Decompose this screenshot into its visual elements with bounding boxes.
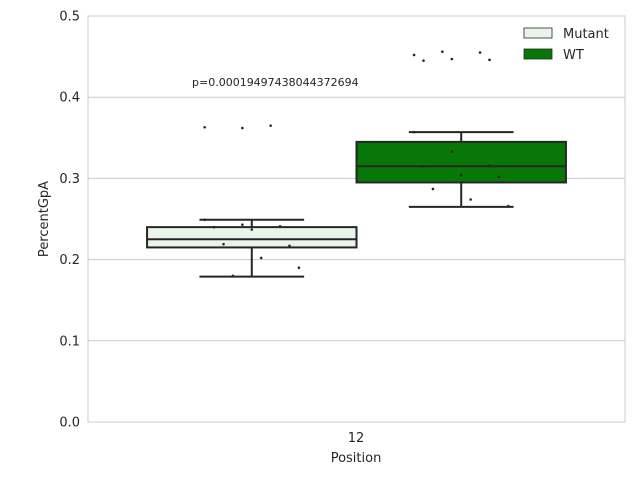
data-point [459,173,463,177]
legend-label-wt: WT [563,48,584,63]
outlier-point [422,59,425,62]
outlier-point [203,125,206,129]
data-point [431,187,435,191]
y-tick-label: 0.0 [59,416,80,431]
outlier-point [488,58,491,62]
x-axis-label: Position [331,451,382,466]
data-point [422,164,425,168]
data-point [469,198,472,201]
y-axis-label: PercentGpA [37,181,52,257]
data-point [297,266,301,270]
y-gridlines [88,15,625,423]
legend: Mutant WT [523,27,609,63]
box-iqr [146,226,358,249]
legend-label-mutant: Mutant [563,27,609,42]
x-tick-label: 12 [348,431,365,446]
data-point [488,164,491,167]
box-mutant [146,218,358,278]
data-point [497,175,501,179]
data-point [450,150,454,153]
data-point [250,228,254,231]
y-tick-label: 0.3 [59,172,80,187]
outlier-point [450,57,454,61]
data-point [412,130,416,134]
outlier-point [269,124,272,127]
outlier-point [241,126,244,130]
outlier-point [412,53,416,57]
data-point [288,244,291,248]
legend-swatch-wt [523,48,553,60]
y-tick-label: 0.1 [59,334,80,349]
data-point [259,256,263,260]
data-point [212,225,216,229]
data-point [222,242,225,246]
data-point [278,225,282,228]
y-tick-label: 0.4 [59,91,80,106]
y-tick-labels: 0.0 0.1 0.2 0.3 0.4 0.5 [59,10,80,431]
data-point [507,204,510,208]
data-point [231,274,235,278]
legend-swatch-mutant [523,27,553,39]
data-points [203,50,510,278]
data-point [203,218,206,222]
y-tick-label: 0.5 [59,10,80,25]
y-tick-label: 0.2 [59,253,80,268]
outlier-point [441,50,444,54]
p-value-annotation: p=0.00019497438044372694 [192,76,359,89]
data-point [241,223,244,226]
plot-background [87,15,626,423]
outlier-point [478,51,482,54]
